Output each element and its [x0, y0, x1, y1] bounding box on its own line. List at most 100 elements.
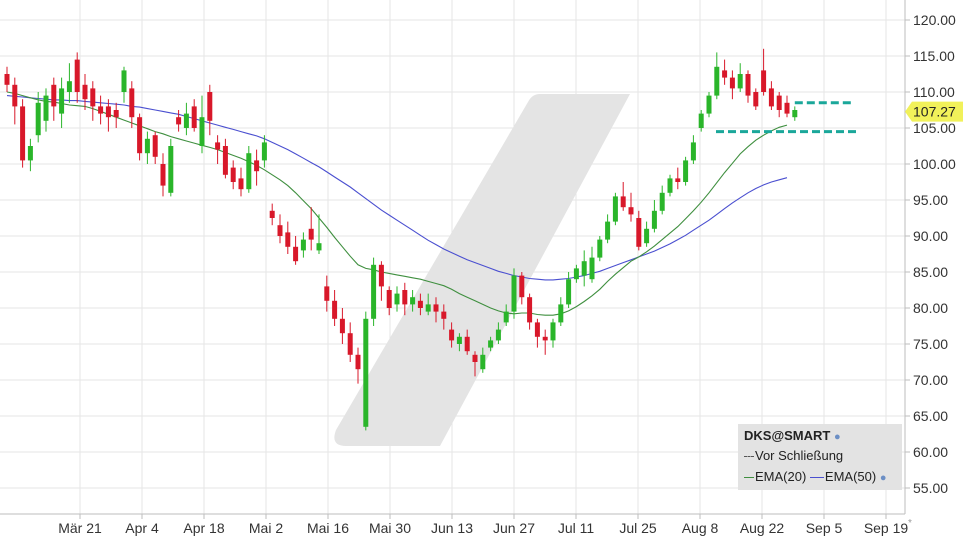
candle-body	[542, 336, 548, 341]
candle-body	[449, 329, 455, 341]
candle	[768, 81, 774, 110]
candle-body	[269, 210, 275, 218]
candle	[667, 174, 673, 197]
candle-body	[456, 336, 462, 344]
candle-body	[215, 142, 221, 150]
candle	[378, 261, 384, 301]
x-tick-label: Jul 11	[558, 520, 595, 536]
candle-body	[511, 275, 517, 312]
candle	[433, 297, 439, 323]
candle	[402, 282, 408, 316]
candle	[230, 160, 236, 190]
candle-body	[254, 160, 260, 172]
ema20-swatch-icon	[744, 477, 754, 479]
candle-body	[581, 261, 587, 276]
candle-body	[495, 329, 501, 341]
price-tag-text: 107.27	[913, 104, 956, 120]
candle-body	[589, 257, 595, 280]
y-tick-label: 80.00	[913, 300, 948, 316]
candle	[573, 264, 579, 283]
x-tick-label: Jun 27	[493, 520, 535, 536]
candle-body	[230, 167, 236, 182]
candle	[542, 329, 548, 355]
candle-body	[222, 146, 228, 175]
y-tick-label: 65.00	[913, 408, 948, 424]
candle	[324, 275, 330, 312]
candle-body	[433, 304, 439, 312]
candle	[792, 106, 798, 121]
candle	[347, 322, 353, 362]
candle-body	[152, 135, 158, 157]
candle-body	[285, 232, 291, 247]
candlestick-series	[4, 48, 798, 431]
candle	[651, 200, 657, 233]
candle-body	[636, 218, 642, 247]
y-tick-label: 75.00	[913, 336, 948, 352]
candle-body	[308, 228, 314, 240]
candle	[698, 110, 704, 132]
candle-body	[519, 275, 525, 298]
candle-body	[27, 146, 33, 161]
candle-body	[659, 192, 665, 211]
candle	[511, 268, 517, 319]
ema20-series	[6, 91, 788, 316]
candle	[4, 66, 10, 92]
candle	[612, 192, 618, 226]
candle	[503, 304, 509, 326]
legend-dot-icon-2: ●	[879, 472, 887, 484]
y-tick-label: 110.00	[913, 84, 955, 100]
candle-body	[300, 239, 306, 251]
candle-body	[683, 160, 689, 182]
candle-body	[43, 95, 49, 121]
candle-body	[347, 333, 353, 355]
candle	[729, 70, 735, 100]
candle	[191, 99, 197, 132]
candle-body	[324, 286, 330, 301]
y-tick-labels: 55.00 60.00 65.00 70.00 75.00 80.00 85.00 90.00…	[905, 12, 956, 496]
candle	[90, 81, 96, 121]
candle-body	[605, 221, 611, 240]
candle-body	[472, 354, 478, 362]
axis-corner-marker: *	[908, 518, 912, 529]
candle	[745, 70, 751, 103]
price-tag-bg	[905, 101, 963, 122]
candle	[472, 351, 478, 377]
candle-body	[729, 77, 735, 89]
candle	[269, 203, 275, 226]
candle	[316, 214, 322, 254]
candle	[683, 156, 689, 186]
candle	[550, 318, 556, 348]
candle-body	[417, 300, 423, 308]
candle-body	[651, 210, 657, 229]
x-tick-label: Mär 21	[58, 520, 102, 536]
candle-body	[441, 311, 447, 319]
candle	[74, 52, 80, 103]
legend-symbol: DKS@SMART ●	[744, 428, 841, 443]
candle-body	[784, 102, 790, 114]
candle-body	[35, 102, 41, 136]
candle	[706, 92, 712, 118]
candle-body	[316, 243, 322, 251]
candle	[659, 185, 665, 215]
candle-body	[246, 153, 252, 190]
candle-body	[4, 74, 10, 85]
candle	[480, 347, 486, 373]
y-tick-label: 70.00	[913, 372, 948, 388]
x-tick-label: Aug 22	[740, 520, 785, 536]
candle	[43, 88, 49, 132]
x-tick-label: Mai 16	[307, 520, 349, 536]
candle-body	[332, 300, 338, 319]
candle	[152, 131, 158, 164]
ema50-series	[6, 95, 788, 281]
candle-body	[503, 311, 509, 323]
y-tick-label: 115.00	[913, 48, 955, 64]
candle-body	[339, 318, 345, 334]
legend-prior-close-text: Vor Schließung	[755, 448, 844, 463]
ema20-line	[6, 91, 788, 316]
candle-body	[761, 70, 767, 92]
candle-body	[737, 74, 743, 89]
candle	[628, 192, 634, 222]
candle	[261, 135, 267, 168]
x-tick-label: Sep 19	[864, 520, 909, 536]
candle	[144, 131, 150, 164]
